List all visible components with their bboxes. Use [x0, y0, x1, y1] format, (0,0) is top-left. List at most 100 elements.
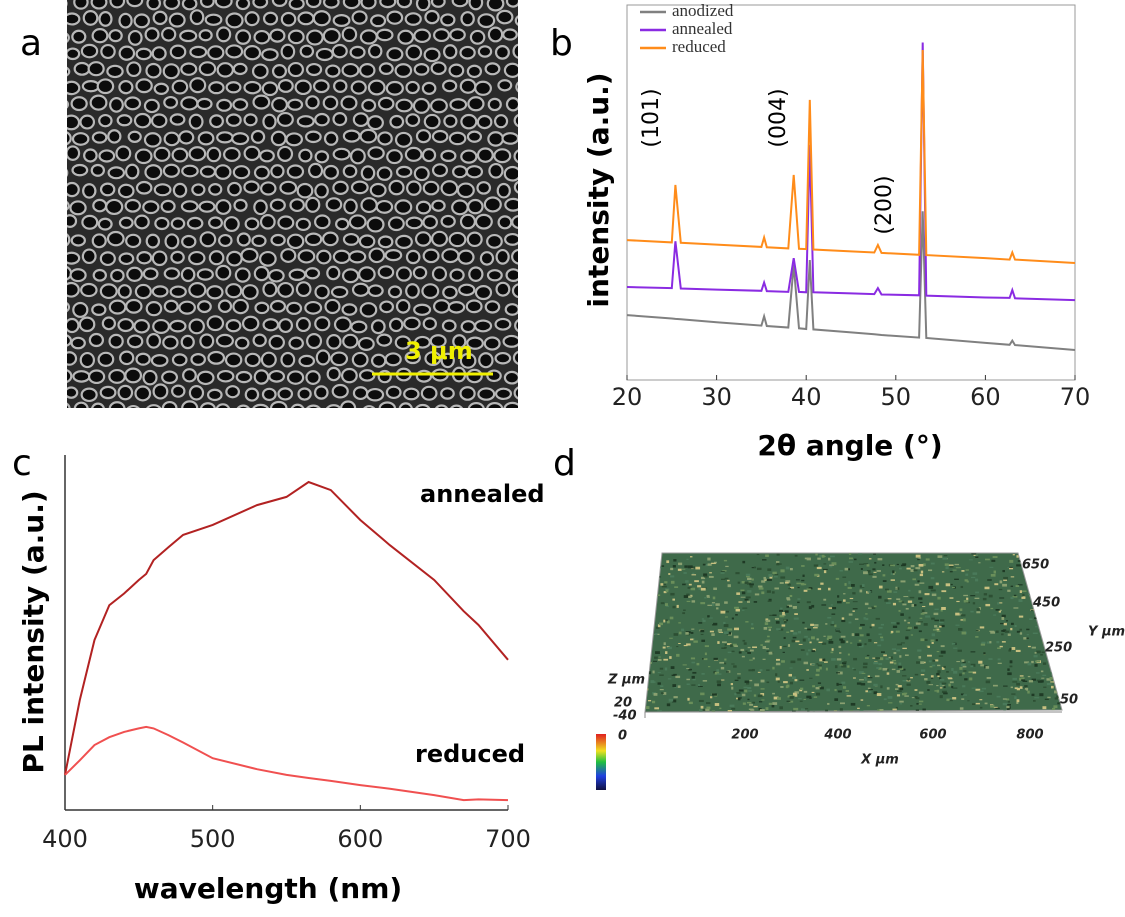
pore	[522, 267, 538, 279]
speck	[742, 639, 746, 642]
speck	[849, 597, 854, 600]
speck	[997, 662, 1002, 664]
pore	[234, 267, 251, 283]
pore	[206, 315, 225, 332]
speck	[872, 657, 876, 659]
speck	[698, 699, 704, 703]
speck	[780, 686, 784, 688]
speck	[853, 669, 856, 671]
speck	[976, 608, 980, 611]
pore	[403, 316, 421, 331]
pore	[359, 128, 378, 144]
pore	[286, 164, 305, 179]
speck	[657, 710, 662, 712]
speck	[817, 664, 822, 667]
speck	[743, 642, 747, 645]
speck	[952, 687, 958, 689]
speck	[654, 707, 660, 710]
pore	[253, 199, 268, 216]
speck	[1022, 687, 1026, 689]
speck	[1007, 672, 1012, 676]
speck	[672, 684, 677, 688]
speck	[779, 582, 784, 584]
speck	[715, 603, 720, 606]
speck	[878, 662, 883, 666]
x-tick-label: 700	[485, 825, 531, 853]
speck	[931, 617, 935, 620]
speck	[678, 643, 681, 645]
pore	[413, 303, 432, 316]
speck	[751, 623, 754, 626]
speck	[848, 561, 853, 563]
speck	[931, 633, 936, 637]
speck	[863, 571, 868, 575]
pore	[135, 78, 153, 94]
speck	[760, 693, 765, 696]
y-tick-label: 450	[1032, 596, 1060, 611]
speck	[871, 606, 876, 609]
speck	[747, 577, 752, 581]
speck	[767, 568, 772, 571]
speck	[766, 590, 771, 593]
pore	[199, 231, 217, 248]
pore	[82, 183, 97, 199]
speck	[724, 662, 727, 665]
pore	[67, 402, 71, 408]
pore	[379, 0, 397, 9]
speck	[793, 617, 799, 620]
speck	[880, 651, 885, 653]
speck	[712, 596, 716, 600]
speck	[907, 626, 912, 630]
speck	[920, 674, 925, 676]
speck	[809, 641, 812, 644]
speck	[758, 585, 763, 588]
pore	[484, 300, 501, 314]
pore	[127, 29, 143, 46]
pore	[117, 183, 135, 199]
pore	[440, 149, 457, 163]
pore	[496, 9, 514, 25]
pore	[225, 113, 242, 127]
speck	[667, 646, 672, 650]
speck	[844, 583, 847, 586]
speck	[1041, 677, 1045, 679]
speck	[691, 628, 695, 630]
pore	[154, 216, 170, 231]
pore	[422, 215, 438, 230]
speck	[1003, 622, 1007, 626]
speck	[761, 591, 765, 595]
speck	[749, 659, 753, 661]
pore	[268, 268, 285, 283]
speck	[744, 581, 749, 585]
pore	[199, 333, 215, 349]
speck	[700, 633, 704, 636]
pore	[488, 162, 504, 179]
pore	[524, 32, 537, 43]
speck	[936, 672, 940, 676]
speck	[962, 694, 968, 696]
pore	[460, 320, 476, 334]
speck	[905, 636, 909, 640]
pore	[440, 13, 456, 27]
speck	[1013, 594, 1017, 597]
speck	[1054, 690, 1058, 694]
pore	[67, 181, 80, 198]
speck	[963, 670, 967, 672]
speck	[900, 642, 905, 644]
pore	[243, 180, 260, 194]
speck	[1044, 633, 1048, 636]
speck	[816, 668, 820, 672]
pore	[80, 387, 98, 403]
speck	[877, 709, 880, 712]
pore	[88, 332, 105, 348]
pore	[533, 181, 547, 193]
speck	[809, 677, 813, 679]
speck	[961, 659, 965, 662]
speck	[781, 660, 785, 663]
speck	[892, 602, 897, 606]
speck	[683, 572, 687, 574]
pore	[340, 400, 357, 408]
pore	[259, 250, 277, 267]
pore	[532, 286, 545, 297]
